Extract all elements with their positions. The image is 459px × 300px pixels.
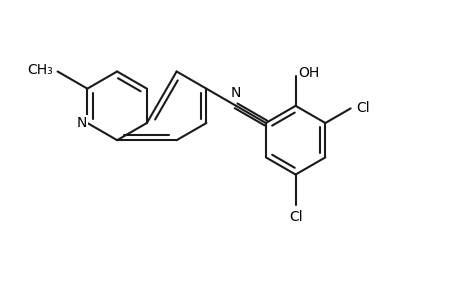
Text: Cl: Cl (288, 210, 302, 224)
Text: N: N (230, 86, 241, 100)
Text: CH₃: CH₃ (27, 62, 53, 76)
Text: N: N (76, 116, 87, 130)
Text: OH: OH (297, 66, 319, 80)
Text: Cl: Cl (356, 101, 369, 116)
